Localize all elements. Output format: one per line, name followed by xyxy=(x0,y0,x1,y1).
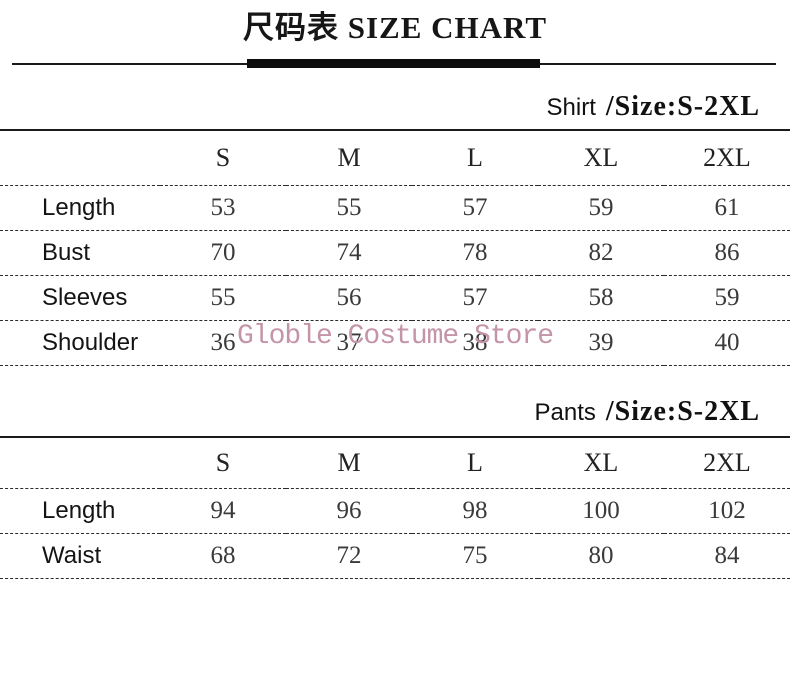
row-label: Length xyxy=(0,488,160,534)
row-label: Waist xyxy=(0,533,160,579)
size-column-header: XL xyxy=(538,437,664,489)
size-value-cell: 38 xyxy=(412,320,538,366)
size-column-header: 2XL xyxy=(664,130,790,186)
size-column-header: L xyxy=(412,130,538,186)
size-column-header: S xyxy=(160,437,286,489)
size-column-header: S xyxy=(160,130,286,186)
size-value-cell: 59 xyxy=(664,275,790,321)
size-value-cell: 61 xyxy=(664,185,790,231)
shirt-garment-label: Shirt xyxy=(546,94,596,121)
size-value-cell: 72 xyxy=(286,533,412,579)
row-label: Shoulder xyxy=(0,320,160,366)
shirt-section-header: Shirt /Size:S-2XL xyxy=(0,91,790,123)
size-value-cell: 36 xyxy=(160,320,286,366)
size-value-cell: 57 xyxy=(412,185,538,231)
pants-size-range-label: /Size:S-2XL xyxy=(605,396,760,427)
shirt-size-header-row: S M L XL 2XL xyxy=(0,130,790,186)
size-value-cell: 82 xyxy=(538,230,664,276)
size-value-cell: 37 xyxy=(286,320,412,366)
pants-garment-label: Pants xyxy=(534,399,596,426)
table-row: Length 94 96 98 100 102 xyxy=(0,488,790,534)
size-column-header: L xyxy=(412,437,538,489)
size-value-cell: 53 xyxy=(160,185,286,231)
row-label: Bust xyxy=(0,230,160,276)
size-value-cell: 39 xyxy=(538,320,664,366)
title-thick-bar xyxy=(247,59,540,68)
size-value-cell: 55 xyxy=(160,275,286,321)
size-column-header: 2XL xyxy=(664,437,790,489)
size-value-cell: 78 xyxy=(412,230,538,276)
size-column-header: M xyxy=(286,130,412,186)
table-row: Waist 68 72 75 80 84 xyxy=(0,533,790,579)
page-title: 尺码表 SIZE CHART xyxy=(242,10,548,45)
size-value-cell: 75 xyxy=(412,533,538,579)
size-value-cell: 58 xyxy=(538,275,664,321)
size-value-cell: 68 xyxy=(160,533,286,579)
size-value-cell: 70 xyxy=(160,230,286,276)
size-value-cell: 100 xyxy=(538,488,664,534)
size-value-cell: 40 xyxy=(664,320,790,366)
size-value-cell: 80 xyxy=(538,533,664,579)
pants-size-header-row: S M L XL 2XL xyxy=(0,437,790,489)
size-value-cell: 74 xyxy=(286,230,412,276)
row-label: Length xyxy=(0,185,160,231)
size-value-cell: 86 xyxy=(664,230,790,276)
shirt-size-table: S M L XL 2XL Length 53 55 57 59 61 Bust … xyxy=(0,129,790,366)
size-value-cell: 96 xyxy=(286,488,412,534)
row-label: Sleeves xyxy=(0,275,160,321)
shirt-size-range-label: /Size:S-2XL xyxy=(605,91,760,122)
table-row: Sleeves 55 56 57 58 59 xyxy=(0,275,790,321)
size-value-cell: 57 xyxy=(412,275,538,321)
size-value-cell: 98 xyxy=(412,488,538,534)
title-underline xyxy=(0,59,790,69)
size-value-cell: 59 xyxy=(538,185,664,231)
size-column-header: M xyxy=(286,437,412,489)
corner-cell xyxy=(0,130,160,186)
pants-size-table: S M L XL 2XL Length 94 96 98 100 102 Wai… xyxy=(0,436,790,579)
size-column-header: XL xyxy=(538,130,664,186)
table-row: Bust 70 74 78 82 86 xyxy=(0,230,790,276)
size-value-cell: 102 xyxy=(664,488,790,534)
size-value-cell: 55 xyxy=(286,185,412,231)
table-row: Shoulder 36 37 38 39 40 xyxy=(0,320,790,366)
size-value-cell: 56 xyxy=(286,275,412,321)
size-value-cell: 94 xyxy=(160,488,286,534)
corner-cell xyxy=(0,437,160,489)
pants-section-header: Pants /Size:S-2XL xyxy=(0,396,790,428)
size-value-cell: 84 xyxy=(664,533,790,579)
table-row: Length 53 55 57 59 61 xyxy=(0,185,790,231)
